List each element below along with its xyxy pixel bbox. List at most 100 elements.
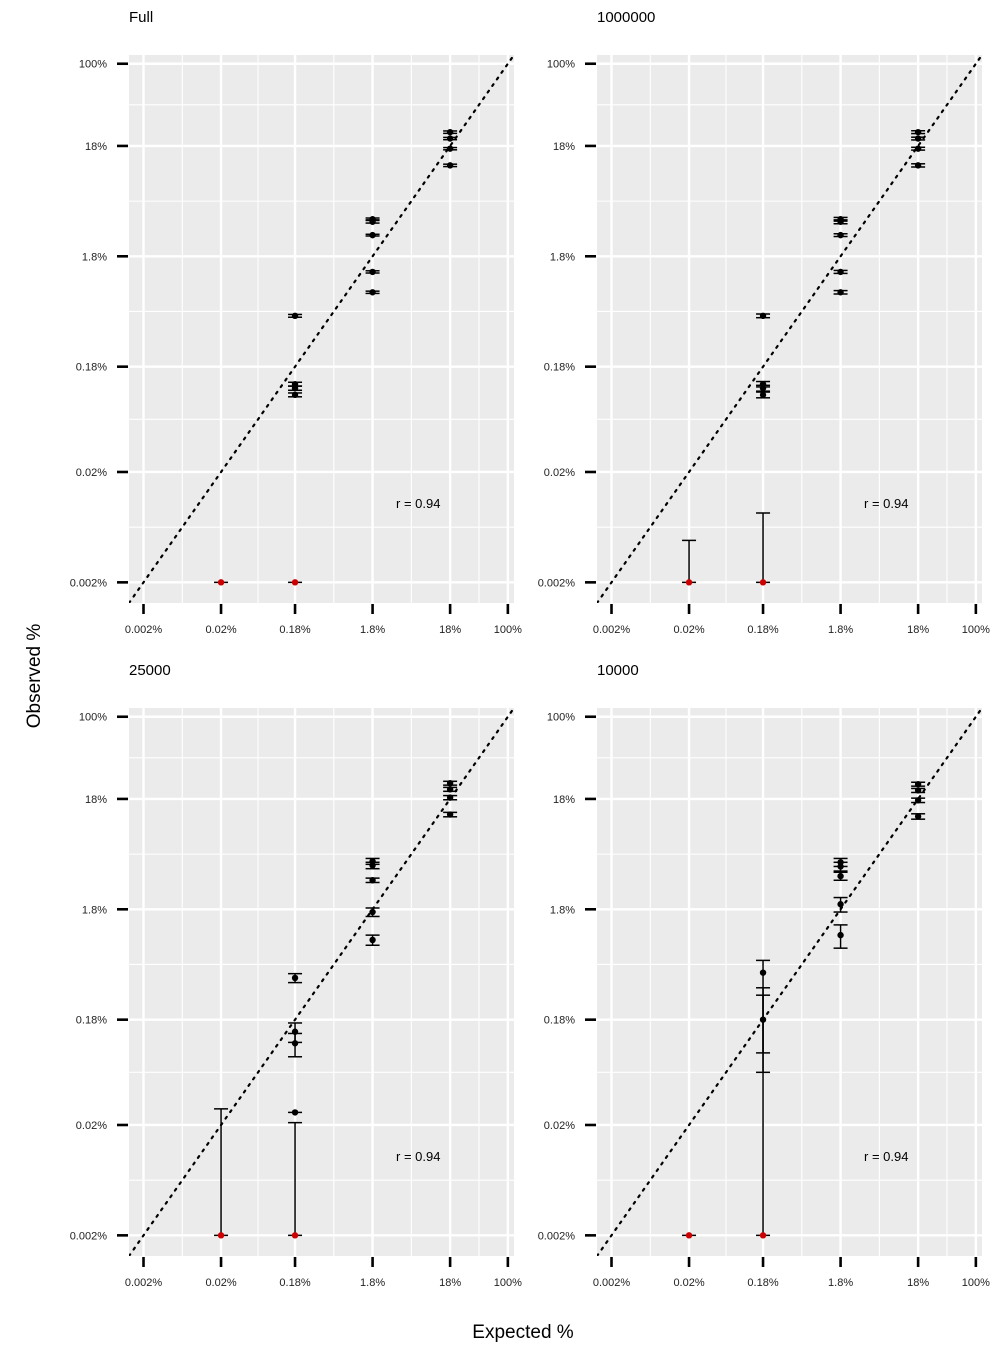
- zero-data-point: [291, 579, 299, 586]
- x-tick-label: 0.002%: [125, 1277, 163, 1289]
- x-tick-label: 0.002%: [125, 624, 163, 636]
- data-point: [759, 380, 767, 388]
- data-point: [369, 289, 376, 296]
- panel-3: 25000 0.002% 0.002% 0.02% 0.02% 0.18% 0.18% 1.8…: [70, 662, 522, 1289]
- data-point: [369, 268, 376, 276]
- zero-data-point: [685, 579, 693, 586]
- correlation-annotation: r = 0.94: [396, 496, 440, 511]
- identity-reference-line: [597, 708, 982, 1256]
- data-point: [837, 289, 844, 296]
- data-point: [759, 969, 767, 976]
- y-tick-label: 0.18%: [76, 1015, 107, 1027]
- x-tick-label: 100%: [962, 624, 990, 636]
- x-axis-title: Expected %: [472, 1322, 573, 1343]
- data-point: [837, 931, 844, 939]
- x-tick-label: 100%: [962, 1277, 990, 1289]
- y-tick-label: 0.02%: [76, 467, 107, 479]
- x-tick-label: 100%: [494, 1277, 522, 1289]
- zero-data-point: [685, 1232, 693, 1239]
- panel-1: Full 0.002% 0.002% 0.02% 0.02% 0.18% 0.18% 1.8%…: [70, 9, 522, 636]
- x-tick-label: 0.02%: [673, 1277, 704, 1289]
- data-point: [837, 901, 844, 908]
- x-tick-label: 0.02%: [205, 624, 236, 636]
- data-point: [759, 391, 767, 399]
- zero-data-point: [217, 579, 225, 586]
- zero-data-point: [217, 1232, 225, 1239]
- x-tick-label: 0.18%: [747, 1277, 778, 1289]
- data-point: [291, 391, 299, 399]
- y-tick-label: 100%: [547, 712, 575, 724]
- data-point: [446, 162, 454, 169]
- correlation-annotation: r = 0.94: [396, 1149, 440, 1164]
- y-tick-label: 0.18%: [544, 1015, 575, 1027]
- data-point: [291, 974, 299, 982]
- data-point: [914, 787, 922, 794]
- zero-data-point: [759, 579, 767, 586]
- y-tick-label: 18%: [553, 141, 575, 153]
- y-tick-label: 0.02%: [544, 467, 575, 479]
- data-point: [291, 1028, 299, 1035]
- data-point: [759, 312, 767, 320]
- data-point: [914, 780, 922, 788]
- data-point: [369, 877, 376, 884]
- y-tick-label: 0.02%: [544, 1120, 575, 1132]
- x-tick-label: 0.02%: [673, 624, 704, 636]
- data-point: [369, 231, 376, 239]
- data-point: [446, 786, 454, 793]
- identity-reference-line: [129, 55, 514, 603]
- data-point: [446, 145, 454, 152]
- y-tick-label: 18%: [553, 794, 575, 806]
- y-tick-label: 100%: [547, 59, 575, 71]
- panel-title: 25000: [129, 662, 171, 679]
- zero-data-point: [291, 1232, 299, 1239]
- x-tick-label: 1.8%: [360, 1277, 385, 1289]
- data-point: [837, 231, 844, 239]
- y-tick-label: 0.18%: [544, 362, 575, 374]
- panel-2: 1000000 0.002% 0.002% 0.02% 0.02% 0.18% 0.18% 1…: [538, 9, 990, 636]
- x-tick-label: 1.8%: [360, 624, 385, 636]
- data-point: [837, 216, 844, 223]
- panels: Full 0.002% 0.002% 0.02% 0.02% 0.18% 0.18% 1.8%…: [70, 9, 990, 1289]
- y-tick-label: 1.8%: [550, 251, 575, 263]
- data-point: [446, 811, 454, 818]
- panel-title: 10000: [597, 662, 639, 679]
- x-tick-label: 18%: [907, 624, 929, 636]
- correlation-annotation: r = 0.94: [864, 496, 908, 511]
- data-point: [369, 908, 376, 916]
- data-point: [914, 162, 922, 169]
- data-point: [446, 794, 454, 801]
- x-tick-label: 1.8%: [828, 624, 853, 636]
- data-point: [914, 128, 922, 136]
- panel-4: 10000 0.002% 0.002% 0.02% 0.02% 0.18% 0.18% 1.8…: [538, 662, 990, 1289]
- data-point: [837, 872, 844, 880]
- y-axis-title: Observed %: [24, 624, 45, 729]
- y-tick-label: 18%: [85, 141, 107, 153]
- x-tick-label: 0.18%: [279, 624, 310, 636]
- x-tick-label: 18%: [439, 1277, 461, 1289]
- y-tick-label: 0.002%: [538, 1230, 576, 1242]
- x-tick-label: 0.002%: [593, 624, 631, 636]
- y-tick-label: 0.002%: [70, 577, 108, 589]
- y-tick-label: 1.8%: [82, 251, 107, 263]
- x-tick-label: 0.02%: [205, 1277, 236, 1289]
- y-tick-label: 18%: [85, 794, 107, 806]
- data-point: [914, 145, 922, 152]
- x-tick-label: 18%: [439, 624, 461, 636]
- data-point: [446, 779, 454, 787]
- x-tick-label: 0.002%: [593, 1277, 631, 1289]
- data-point: [369, 216, 376, 223]
- y-tick-label: 0.18%: [76, 362, 107, 374]
- y-tick-label: 100%: [79, 712, 107, 724]
- y-tick-label: 0.002%: [538, 577, 576, 589]
- identity-reference-line: [597, 55, 982, 603]
- x-tick-label: 100%: [494, 624, 522, 636]
- data-point: [446, 128, 454, 136]
- data-point: [837, 268, 844, 276]
- data-point: [291, 312, 299, 320]
- x-tick-label: 0.18%: [747, 624, 778, 636]
- data-point: [914, 135, 922, 142]
- data-point: [369, 858, 376, 865]
- y-tick-label: 0.02%: [76, 1120, 107, 1132]
- panel-title: Full: [129, 9, 153, 26]
- data-point: [837, 859, 844, 866]
